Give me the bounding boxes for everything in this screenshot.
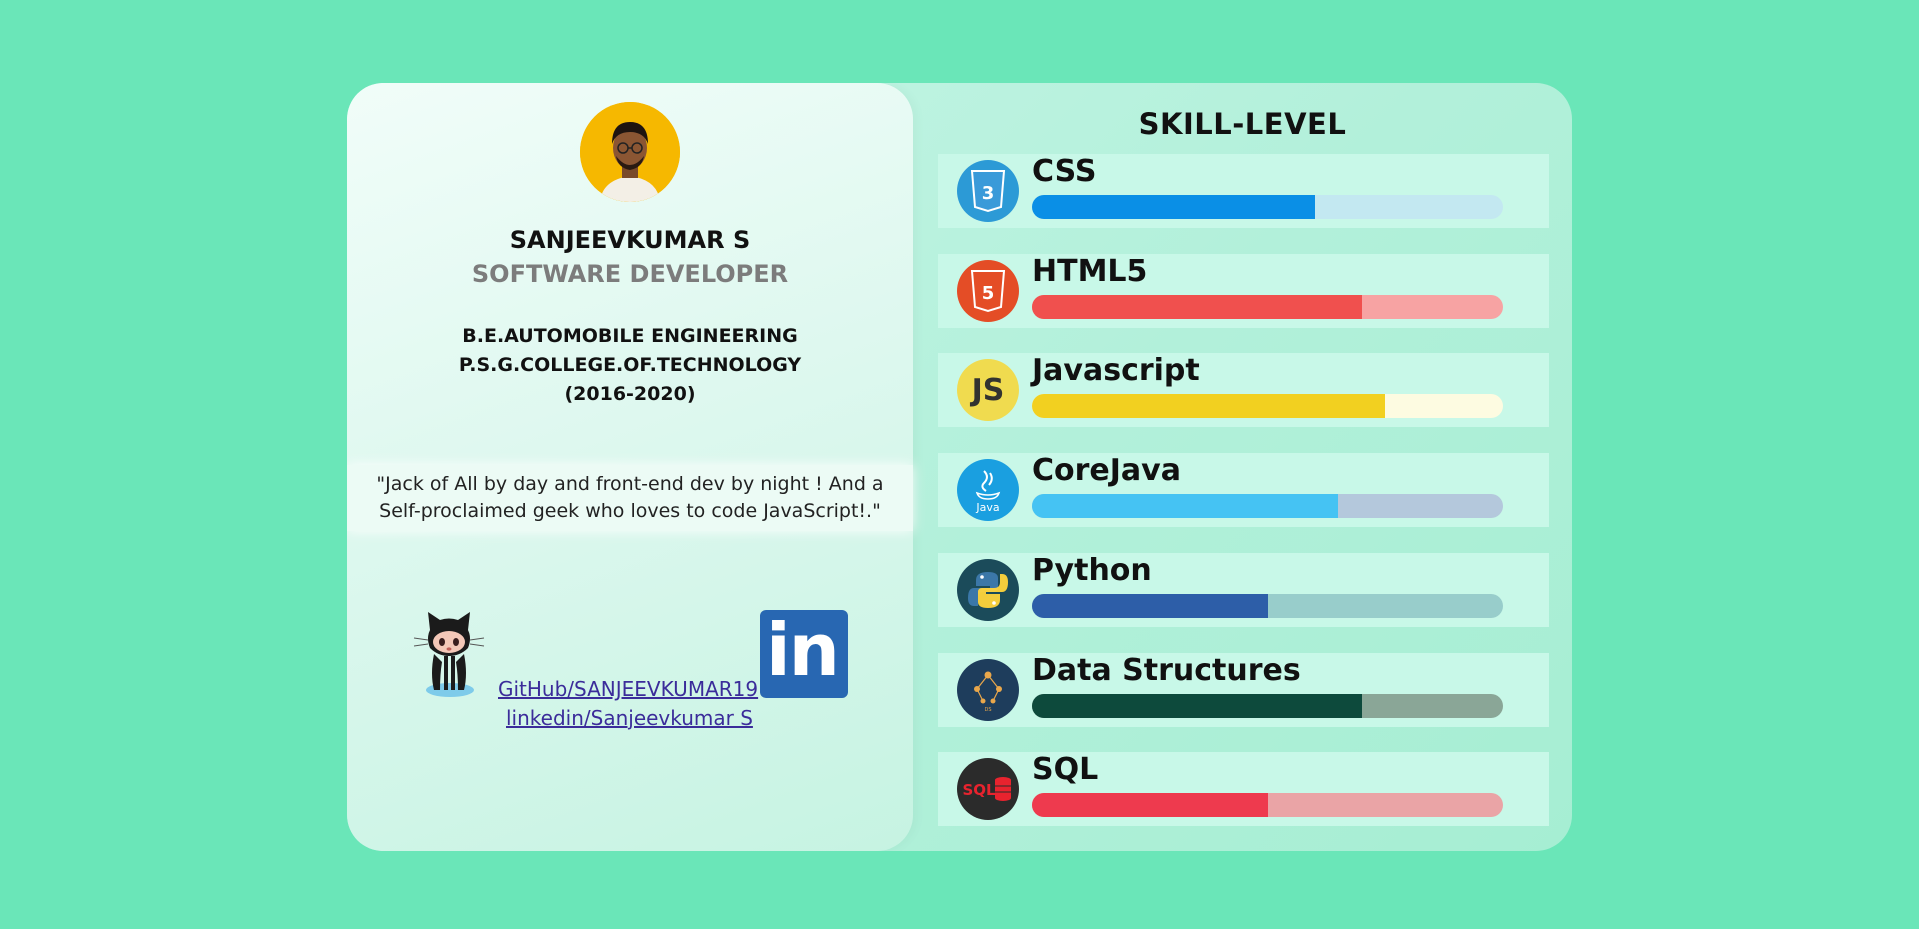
skill-label: CSS	[1032, 154, 1097, 189]
profile-card: SANJEEVKUMAR S SOFTWARE DEVELOPER B.E.AU…	[347, 83, 1572, 851]
svg-text:5: 5	[982, 283, 995, 304]
linkedin-link[interactable]: linkedin/Sanjeevkumar S	[506, 706, 753, 730]
profile-name: SANJEEVKUMAR S	[509, 226, 751, 254]
github-icon[interactable]	[412, 608, 486, 700]
skills-title: SKILL-LEVEL	[1138, 107, 1347, 141]
skill-bar	[1032, 793, 1503, 817]
skill-row-corejava: Java CoreJava	[938, 453, 1549, 527]
svg-text:Java: Java	[975, 501, 999, 514]
skill-bar	[1032, 295, 1503, 319]
skill-row-javascript: JS Javascript	[938, 353, 1549, 427]
svg-text:DS: DS	[984, 707, 991, 713]
skill-row-html5: 5 HTML5	[938, 254, 1549, 328]
skill-row-css: 3 CSS	[938, 154, 1549, 228]
skill-label: Javascript	[1032, 353, 1200, 388]
javascript-icon: JS	[957, 359, 1019, 421]
skill-row-sql: SQL SQL	[938, 752, 1549, 826]
education-degree: B.E.AUTOMOBILE ENGINEERING	[462, 325, 798, 347]
html5-icon: 5	[957, 260, 1019, 322]
svg-text:3: 3	[982, 183, 995, 204]
data-structures-icon: DS	[957, 659, 1019, 721]
profile-role: SOFTWARE DEVELOPER	[471, 260, 789, 288]
skill-bar-fill	[1032, 394, 1386, 418]
skill-bar-fill	[1032, 594, 1268, 618]
education-years: (2016-2020)	[564, 383, 696, 405]
skill-label: HTML5	[1032, 254, 1148, 289]
svg-text:SQL: SQL	[962, 781, 996, 799]
skill-bar	[1032, 195, 1503, 219]
css3-icon: 3	[957, 160, 1019, 222]
avatar-photo	[580, 102, 680, 202]
skill-label: SQL	[1032, 752, 1099, 787]
java-icon: Java	[957, 459, 1019, 521]
skill-label: Python	[1032, 553, 1152, 588]
quote-text: "Jack of All by day and front-end dev by…	[376, 473, 884, 522]
avatar	[580, 102, 680, 202]
skill-row-python: Python	[938, 553, 1549, 627]
profile-quote: "Jack of All by day and front-end dev by…	[347, 465, 913, 531]
python-icon	[957, 559, 1019, 621]
linkedin-logo-text: in	[766, 608, 840, 692]
profile-panel: SANJEEVKUMAR S SOFTWARE DEVELOPER B.E.AU…	[347, 83, 913, 851]
skill-bar	[1032, 694, 1503, 718]
skill-label: CoreJava	[1032, 453, 1181, 488]
skill-bar	[1032, 394, 1503, 418]
skill-bar	[1032, 594, 1503, 618]
skill-bar-fill	[1032, 694, 1362, 718]
linkedin-icon[interactable]: in	[760, 608, 848, 698]
skill-bar-fill	[1032, 195, 1315, 219]
skill-row-data-structures: DS Data Structures	[938, 653, 1549, 727]
github-link[interactable]: GitHub/SANJEEVKUMAR19	[498, 677, 759, 701]
skill-bar-fill	[1032, 793, 1268, 817]
skill-bar-fill	[1032, 494, 1339, 518]
sql-icon: SQL	[957, 758, 1019, 820]
skill-bar-fill	[1032, 295, 1362, 319]
education-college: P.S.G.COLLEGE.OF.TECHNOLOGY	[458, 354, 802, 376]
skill-bar	[1032, 494, 1503, 518]
skill-label: Data Structures	[1032, 653, 1301, 688]
